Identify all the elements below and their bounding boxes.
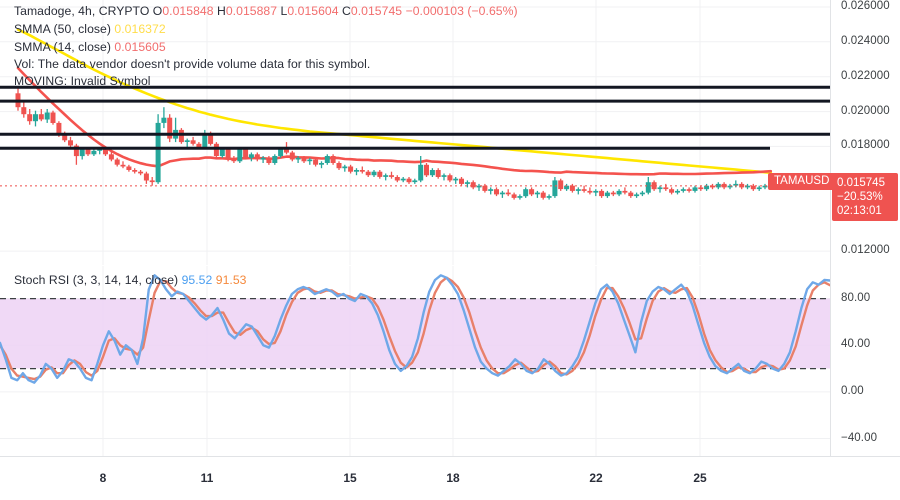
ticker-badge[interactable]: TAMAUSD bbox=[768, 173, 836, 190]
stoch-rsi-svg[interactable] bbox=[0, 266, 830, 456]
current-price-value: 0.015745 bbox=[837, 177, 885, 189]
smma14-legend[interactable]: SMMA (14, close) 0.015605 bbox=[14, 40, 166, 54]
stoch-tick-label: 0.00 bbox=[841, 384, 864, 397]
price-tick-label: 0.018000 bbox=[841, 139, 890, 152]
moving-warning: MOVING: Invalid Symbol bbox=[14, 74, 151, 88]
time-tick-label: 25 bbox=[693, 471, 707, 485]
current-price-badge[interactable]: 0.015745 −20.53% 02:13:01 bbox=[832, 173, 898, 221]
price-axis[interactable]: 0.026000 0.024000 0.022000 0.020000 0.018000… bbox=[830, 0, 900, 456]
price-tick-label: 0.012000 bbox=[841, 244, 890, 257]
price-tick-label: 0.026000 bbox=[841, 0, 890, 12]
price-tick-label: 0.022000 bbox=[841, 69, 890, 82]
volume-warning: Vol: The data vendor doesn't provide vol… bbox=[14, 57, 371, 71]
change-percent: (−0.65%) bbox=[467, 4, 518, 18]
high-value: 0.015887 bbox=[225, 4, 278, 18]
price-tick-label: 0.020000 bbox=[841, 104, 890, 117]
close-value: 0.015745 bbox=[350, 4, 403, 18]
price-chart-svg[interactable] bbox=[0, 0, 830, 265]
time-axis[interactable]: 8 11 15 18 22 25 bbox=[0, 456, 900, 500]
time-tick-label: 11 bbox=[200, 471, 214, 485]
current-price-change: −20.53% bbox=[837, 191, 883, 203]
low-value: 0.015604 bbox=[287, 4, 339, 18]
open-label: O bbox=[152, 4, 163, 18]
smma14-value: 0.015605 bbox=[114, 40, 166, 54]
smma14-label: SMMA (14, close) bbox=[14, 40, 111, 54]
stoch-k-value: 95.52 bbox=[181, 273, 213, 287]
bar-countdown: 02:13:01 bbox=[837, 205, 882, 217]
smma50-value: 0.016372 bbox=[114, 22, 166, 36]
stoch-tick-label: 80.00 bbox=[841, 291, 871, 304]
close-label: C bbox=[342, 4, 351, 18]
time-tick-label: 8 bbox=[99, 471, 107, 485]
time-tick-label: 15 bbox=[343, 471, 357, 485]
stoch-rsi-pane[interactable] bbox=[0, 266, 830, 456]
symbol-title[interactable]: Tamadoge, 4h, CRYPTO bbox=[14, 4, 150, 18]
time-tick-label: 18 bbox=[446, 471, 460, 485]
open-value: 0.015848 bbox=[162, 4, 214, 18]
price-tick-label: 0.024000 bbox=[841, 34, 890, 47]
stoch-rsi-label: Stoch RSI (3, 3, 14, 14, close) bbox=[14, 273, 179, 287]
stoch-d-value: 91.53 bbox=[215, 273, 247, 287]
low-label: L bbox=[280, 4, 288, 18]
smma50-legend[interactable]: SMMA (50, close) 0.016372 bbox=[14, 22, 166, 36]
high-label: H bbox=[217, 4, 226, 18]
stoch-rsi-legend[interactable]: Stoch RSI (3, 3, 14, 14, close) 95.52 91… bbox=[14, 273, 247, 287]
symbol-header: Tamadoge, 4h, CRYPTO O0.015848 H0.015887… bbox=[14, 4, 518, 18]
price-pane[interactable] bbox=[0, 0, 830, 265]
change-absolute: −0.000103 bbox=[405, 4, 464, 18]
stoch-tick-label: −40.00 bbox=[841, 431, 878, 444]
time-tick-label: 22 bbox=[589, 471, 603, 485]
stoch-tick-label: 40.00 bbox=[841, 338, 871, 351]
smma50-label: SMMA (50, close) bbox=[14, 22, 111, 36]
